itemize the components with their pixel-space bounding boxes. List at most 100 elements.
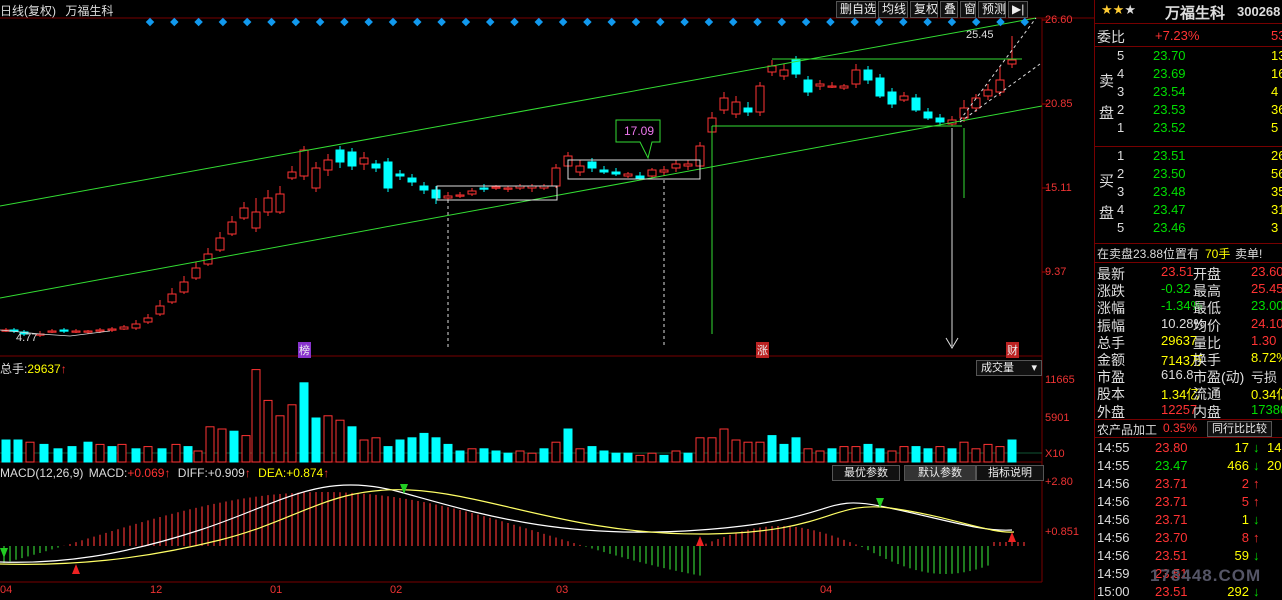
candle <box>983 89 993 97</box>
volume-bar <box>587 446 597 463</box>
tick-price: 23.71 <box>1155 494 1188 509</box>
signal-diamond-icon <box>753 17 762 27</box>
volume-bar <box>143 446 153 463</box>
volume-value: 29637 <box>27 362 61 376</box>
volume-bar <box>407 437 417 463</box>
candle <box>227 221 237 235</box>
volume-bar <box>995 446 1005 463</box>
price-axis-label: 26.60 <box>1045 14 1073 26</box>
kline-chart[interactable] <box>0 0 1094 600</box>
macd-option-button[interactable]: 最优参数 <box>832 465 900 481</box>
volume-bar <box>217 428 227 463</box>
industry-name: 农产品加工 <box>1097 423 1158 437</box>
volume-bar <box>1007 439 1017 463</box>
upper-channel-line <box>0 17 1037 207</box>
tick-price: 23.70 <box>1155 530 1188 545</box>
candle <box>455 194 465 197</box>
tick-time: 14:56 <box>1097 548 1130 563</box>
volume-selector[interactable]: 成交量 ▾ <box>976 360 1042 376</box>
volume-bar <box>851 446 861 463</box>
candle <box>827 85 837 88</box>
candle <box>815 83 825 87</box>
low-marker-line <box>0 329 111 337</box>
time-axis-label: 04 <box>0 584 13 596</box>
stat-value: 29637 <box>1161 332 1198 348</box>
signal-diamond-icon <box>194 17 203 27</box>
sell-level-index: 1 <box>1117 120 1125 135</box>
signal-diamond-icon <box>145 17 155 27</box>
signal-diamond-icon <box>607 17 616 27</box>
event-marker: 财 <box>1006 342 1019 358</box>
volume-bar <box>311 417 321 463</box>
sell-volume: 36 <box>1271 102 1282 117</box>
diff-value: +0.909 <box>207 466 245 480</box>
buy-book-label: 盘 <box>1099 205 1115 222</box>
macd-option-button[interactable]: 默认参数 <box>904 465 976 481</box>
candle <box>107 328 117 331</box>
volume-bar <box>67 446 77 463</box>
stat-value: 23.00 <box>1251 298 1282 314</box>
buy-price: 23.47 <box>1153 202 1186 217</box>
candle <box>887 91 897 105</box>
signal-diamond-icon <box>777 17 787 27</box>
candle <box>347 151 357 167</box>
signal-diamond-icon <box>680 17 689 27</box>
volume-bar <box>935 446 945 463</box>
macd-value: +0.069 <box>127 466 165 480</box>
volume-bar <box>755 441 765 463</box>
tick-volume: 8 <box>1241 530 1249 545</box>
separator <box>1095 262 1282 263</box>
toolbar-button[interactable]: ▶| <box>1008 1 1028 18</box>
stat-label: 总手 <box>1097 334 1125 351</box>
stat-value: 24.10 <box>1251 315 1282 331</box>
candle <box>599 169 609 173</box>
candle <box>791 59 801 75</box>
volume-bar <box>131 448 141 463</box>
candle <box>407 177 417 183</box>
sell-volume: 134 <box>1271 48 1282 63</box>
event-marker: 涨 <box>756 342 769 358</box>
candle <box>419 185 429 191</box>
volume-bar <box>1 439 11 463</box>
volume-bar <box>959 441 969 463</box>
rating-stars-icon: ★★★ <box>1101 2 1136 17</box>
volume-bar <box>95 443 105 463</box>
volume-bar <box>551 441 561 463</box>
watermark: 178448.COM <box>1150 566 1262 585</box>
candle <box>287 171 297 179</box>
toolbar-button[interactable]: 窗 <box>960 1 976 18</box>
volume-bar <box>671 450 681 463</box>
toolbar-button[interactable]: 预测 <box>978 1 1006 18</box>
tick-price: 23.51 <box>1155 566 1188 581</box>
up-arrow-icon: ↑ <box>1253 530 1260 545</box>
compare-button[interactable]: 同行比比较 <box>1207 421 1272 437</box>
stat-value: 23.51 <box>1161 264 1194 279</box>
stat-value: 8.72% <box>1251 350 1282 365</box>
tick-price: 23.51 <box>1155 584 1188 599</box>
toolbar-button[interactable]: 叠 <box>940 1 958 18</box>
candle <box>743 107 753 113</box>
volume-bar <box>827 448 837 463</box>
candle <box>491 186 501 189</box>
buy-book-label: 买 <box>1099 173 1115 190</box>
signal-diamond-icon <box>388 17 398 27</box>
stat-label: 外盘 <box>1097 403 1125 420</box>
toolbar-button[interactable]: 删自选 <box>836 1 876 18</box>
stat-label: 量比 <box>1193 334 1221 351</box>
signal-diamond-icon <box>242 17 252 27</box>
candle <box>755 85 765 113</box>
buy-price: 23.51 <box>1153 148 1186 163</box>
toolbar-button[interactable]: 复权 <box>910 1 938 18</box>
signal-diamond-icon <box>218 17 228 27</box>
separator <box>1095 243 1282 244</box>
diff-label: DIFF: <box>177 466 208 480</box>
stat-value: 0.34亿 <box>1251 387 1282 403</box>
macd-option-button[interactable]: 指标说明 <box>976 465 1044 481</box>
sell-level-index: 5 <box>1117 48 1125 63</box>
candle <box>299 149 309 177</box>
toolbar-button[interactable]: 均线 <box>878 1 908 18</box>
volume-bar <box>419 432 429 463</box>
sell-signal-icon <box>400 484 408 494</box>
volume-bar <box>695 437 705 463</box>
tick-price: 23.71 <box>1155 512 1188 527</box>
